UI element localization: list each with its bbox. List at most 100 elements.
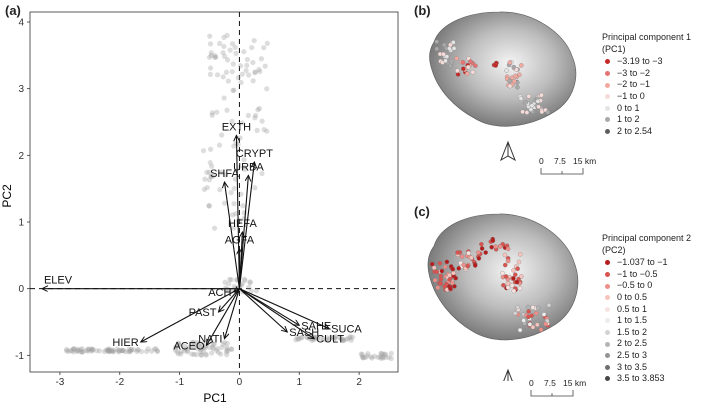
score-point [325, 337, 331, 343]
score-point [116, 349, 122, 355]
score-point [248, 288, 254, 294]
score-point [110, 347, 116, 353]
score-point [382, 351, 389, 357]
map-point [453, 275, 458, 281]
score-point [229, 69, 235, 75]
score-point [172, 347, 178, 353]
map-point [441, 42, 447, 48]
y-tick-label: 0 [18, 284, 24, 295]
pc1-legend-item: −2 to −1 [602, 79, 709, 91]
map-point [524, 110, 530, 115]
legend-label: −3.19 to −3 [617, 56, 663, 67]
legend-label: −1.037 to −1 [617, 257, 668, 268]
score-point [224, 32, 230, 38]
score-point [233, 50, 239, 56]
score-point [109, 348, 115, 354]
legend-dot-icon [605, 82, 610, 88]
score-point [209, 110, 215, 116]
score-point [264, 128, 270, 134]
y-tick-label: 2 [18, 151, 24, 162]
map-point [454, 56, 459, 61]
map-point [455, 250, 460, 255]
loading-label-aceo: ACEO [173, 340, 205, 352]
map-point [461, 66, 466, 71]
score-point [206, 169, 213, 175]
score-point [200, 342, 206, 348]
loading-label-past: PAST [189, 307, 217, 319]
score-point [229, 118, 235, 124]
score-point [238, 63, 244, 69]
score-point [178, 351, 184, 357]
score-point [244, 56, 251, 63]
score-point [121, 348, 127, 354]
score-point [246, 72, 252, 78]
score-point [362, 354, 369, 361]
map-point [536, 104, 541, 110]
score-point [350, 334, 356, 340]
score-point [207, 146, 214, 152]
loading-label-agfa: AGFA [225, 235, 255, 247]
score-point [213, 54, 219, 60]
map-point [530, 305, 536, 310]
map-point [441, 51, 446, 57]
score-point [203, 352, 209, 358]
score-point [79, 349, 85, 355]
score-point [123, 349, 129, 355]
score-point [231, 225, 237, 231]
island-outline [429, 11, 577, 127]
map-point [466, 250, 471, 256]
score-point [227, 47, 233, 53]
score-point [232, 44, 238, 50]
score-point [75, 346, 81, 352]
map-point [519, 63, 524, 68]
score-point [224, 57, 231, 63]
map-point [444, 54, 450, 59]
score-point [94, 348, 100, 354]
score-point [90, 347, 96, 353]
pc2-legend-item: 2.5 to 3 [602, 350, 709, 362]
map-point [483, 250, 488, 255]
score-point [198, 352, 205, 358]
score-point [211, 341, 217, 347]
score-point [187, 344, 193, 350]
score-point [214, 109, 220, 115]
score-point [379, 355, 386, 361]
score-point [191, 351, 197, 358]
score-point [174, 349, 180, 355]
score-point [88, 346, 95, 352]
score-point [178, 349, 184, 355]
legend-label: 1 to 2 [617, 114, 640, 125]
score-point [228, 346, 234, 352]
loading-label-hefa: HEFA [228, 218, 257, 230]
map-point [526, 304, 531, 310]
y-tick-label: 1 [18, 218, 24, 229]
loading-arrow-sash [239, 288, 287, 332]
score-point [252, 70, 258, 76]
map-point [515, 85, 520, 90]
score-point [134, 347, 141, 353]
score-point [217, 187, 223, 193]
score-point [238, 79, 244, 86]
score-point [331, 335, 337, 341]
score-point [207, 71, 213, 78]
legend-dot-icon [605, 283, 610, 289]
score-point [219, 169, 225, 175]
score-point [375, 354, 381, 360]
score-point [126, 346, 132, 352]
map-point [434, 39, 440, 44]
score-point [247, 280, 253, 286]
score-point [244, 62, 250, 69]
scale-tick-15: 15 km [563, 378, 587, 388]
score-point [221, 34, 227, 40]
legend-label: 2.5 to 3 [617, 349, 648, 360]
score-point [253, 288, 259, 294]
score-point [331, 334, 338, 340]
legend-dot-icon [605, 364, 610, 370]
map-point [451, 46, 457, 51]
score-point [230, 87, 236, 94]
score-point [358, 351, 364, 357]
score-point [347, 334, 353, 340]
score-point [365, 351, 371, 357]
score-point [212, 52, 218, 59]
score-point [313, 335, 320, 341]
